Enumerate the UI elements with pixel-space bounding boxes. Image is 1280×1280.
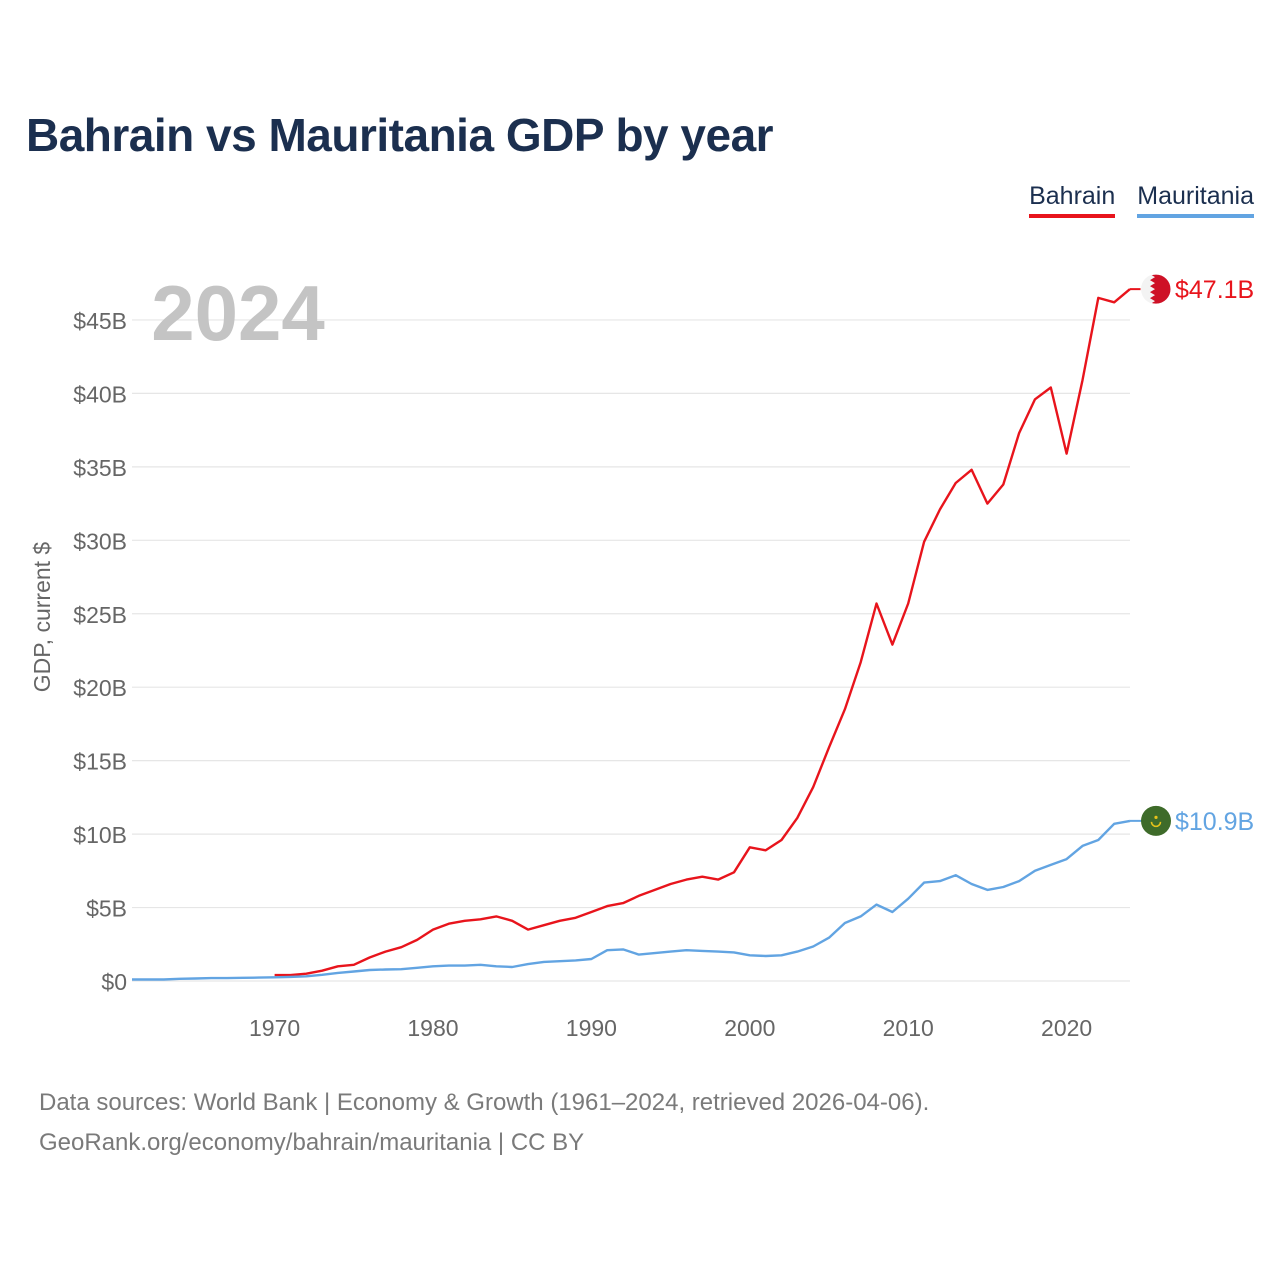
x-tick-label: 1970 — [249, 1015, 300, 1041]
chart-title: Bahrain vs Mauritania GDP by year — [26, 109, 774, 161]
mauritania-flag-icon — [1141, 805, 1171, 836]
source-line-1: Data sources: World Bank | Economy & Gro… — [39, 1089, 930, 1116]
y-tick-label: $40B — [73, 381, 127, 407]
y-axis-label: GDP, current $ — [29, 542, 55, 693]
y-tick-label: $5B — [86, 896, 127, 922]
source-line-2[interactable]: GeoRank.org/economy/bahrain/mauritania |… — [39, 1129, 585, 1156]
series-end-label-mauritania: $10.9B — [1175, 808, 1254, 836]
series-line-bahrain[interactable] — [274, 288, 1131, 977]
legend: Bahrain Mauritania — [1029, 182, 1254, 218]
y-tick-label: $0 — [101, 969, 127, 995]
series-line-mauritania[interactable] — [132, 819, 1131, 981]
y-tick-label: $15B — [73, 749, 127, 775]
legend-item-bahrain[interactable]: Bahrain — [1029, 182, 1116, 218]
x-axis-ticks: 1970 1980 1990 2000 2010 2020 — [249, 1015, 1092, 1041]
x-tick-label: 2020 — [1041, 1015, 1092, 1041]
legend-item-mauritania[interactable]: Mauritania — [1137, 182, 1254, 218]
source-note: Data sources: World Bank | Economy & Gro… — [39, 1083, 929, 1163]
year-watermark: 2024 — [151, 269, 325, 357]
y-tick-label: $30B — [73, 528, 127, 554]
y-tick-label: $25B — [73, 602, 127, 628]
x-tick-label: 2010 — [883, 1015, 934, 1041]
y-tick-label: $45B — [73, 308, 127, 334]
y-tick-label: $35B — [73, 455, 127, 481]
y-tick-label: $10B — [73, 822, 127, 848]
series-lines — [132, 288, 1131, 981]
x-tick-label: 1990 — [566, 1015, 617, 1041]
x-tick-label: 1980 — [407, 1015, 458, 1041]
grid-lines — [132, 319, 1130, 982]
y-tick-label: $20B — [73, 675, 127, 701]
bahrain-flag-icon — [1140, 273, 1172, 305]
series-end-markers: $47.1B $10.9B — [1130, 273, 1254, 836]
series-end-label-bahrain: $47.1B — [1175, 276, 1254, 304]
x-tick-label: 2000 — [724, 1015, 775, 1041]
y-axis-ticks: $0 $5B $10B $15B $20B $25B $30B $35B $40B $45B — [73, 308, 127, 995]
